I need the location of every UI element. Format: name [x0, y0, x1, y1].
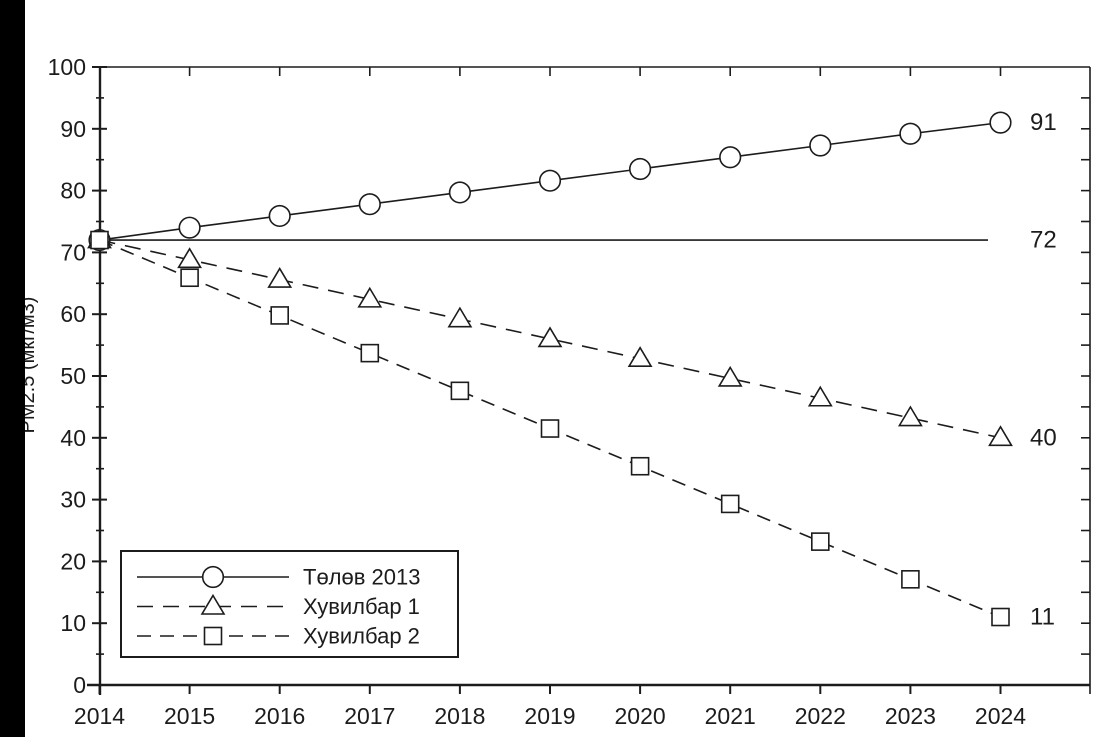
- circle-marker: [448, 181, 472, 204]
- y-tick-label: 60: [60, 301, 86, 327]
- scan-artifact-bar: [0, 0, 25, 737]
- triangle-marker: [717, 365, 743, 387]
- triangle-marker: [447, 306, 473, 328]
- square-marker: [270, 306, 290, 325]
- square-marker: [360, 343, 380, 363]
- circle-marker: [989, 111, 1012, 134]
- legend-label: Төлөв 2013: [303, 565, 421, 590]
- square-marker: [90, 230, 109, 250]
- triangle-marker: [177, 247, 203, 269]
- x-tick-label: 2014: [74, 703, 125, 729]
- legend-square-marker: [203, 626, 223, 646]
- triangle-marker: [627, 346, 653, 367]
- legend-box: [120, 550, 459, 658]
- x-tick-label: 2020: [615, 703, 666, 729]
- y-tick-label: 80: [60, 178, 86, 204]
- legend-label: Хувилбар 2: [303, 624, 420, 649]
- series-end-label: 91: [1030, 109, 1057, 136]
- x-tick-label: 2022: [795, 703, 846, 729]
- series-line-2: [99, 239, 1001, 439]
- circle-marker: [358, 193, 381, 216]
- square-marker: [810, 532, 830, 551]
- legend-triangle-marker: [200, 593, 226, 615]
- y-tick-label: 10: [60, 610, 86, 636]
- circle-marker: [538, 169, 562, 192]
- x-tick-label: 2024: [975, 703, 1026, 729]
- circle-marker: [719, 146, 742, 169]
- triangle-marker: [267, 267, 293, 288]
- series-end-label: 40: [1030, 424, 1057, 451]
- square-marker: [450, 381, 470, 401]
- y-tick-label: 30: [60, 487, 86, 513]
- circle-marker: [628, 157, 652, 181]
- square-marker: [901, 570, 920, 589]
- circle-marker: [178, 216, 201, 239]
- x-tick-label: 2016: [254, 703, 305, 729]
- square-marker: [991, 607, 1010, 627]
- circle-marker: [809, 134, 832, 157]
- triangle-marker: [537, 326, 563, 348]
- square-marker: [630, 456, 650, 476]
- y-tick-label: 0: [73, 672, 86, 698]
- baseline-value-label: 72: [1030, 227, 1057, 254]
- y-tick-label: 90: [60, 116, 86, 142]
- y-tick-label: 40: [60, 425, 86, 451]
- legend-label: Хувилбар 1: [303, 594, 420, 619]
- y-tick-label: 70: [60, 239, 86, 265]
- y-tick-label: 20: [60, 548, 86, 574]
- circle-marker: [268, 204, 291, 228]
- legend-circle-marker: [201, 565, 225, 589]
- x-tick-label: 2018: [434, 703, 485, 729]
- y-tick-label: 50: [60, 363, 86, 389]
- x-tick-label: 2015: [164, 703, 215, 729]
- triangle-marker: [988, 425, 1013, 447]
- square-marker: [540, 419, 560, 438]
- triangle-marker: [357, 286, 383, 308]
- triangle-marker: [807, 385, 833, 407]
- x-tick-label: 2023: [885, 703, 936, 729]
- circle-marker: [899, 122, 922, 145]
- x-tick-label: 2019: [524, 703, 575, 729]
- x-tick-label: 2017: [344, 703, 395, 729]
- series-end-label: 11: [1030, 604, 1055, 631]
- y-tick-label: 100: [48, 54, 86, 80]
- triangle-marker: [897, 405, 923, 427]
- square-marker: [180, 268, 199, 288]
- square-marker: [720, 494, 740, 514]
- x-tick-label: 2021: [705, 703, 756, 729]
